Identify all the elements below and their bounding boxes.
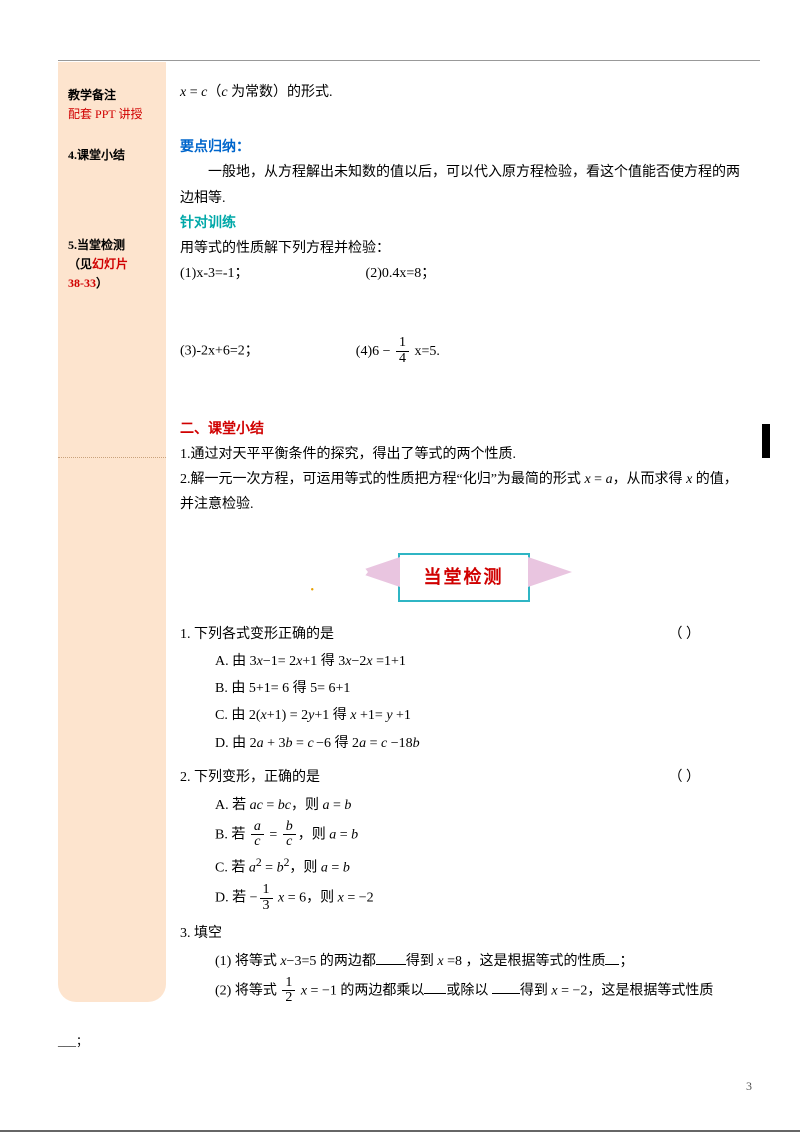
q3-p2: (2) 将等式 12 x = −1 的两边都乘以或除以 得到 x = −2，这是… (215, 976, 740, 1006)
practice-row1: (1)x-3=-1； (2)0.4x=8； (180, 261, 740, 286)
practice-q2: (2)0.4x=8； (366, 266, 436, 281)
main-content: x = c（c 为常数）的形式. 要点归纳： 一般地，从方程解出未知数的值以后，… (180, 80, 740, 1006)
q2-optC: C. 若 a2 = b2，则 a = b (215, 852, 740, 881)
practice-row2: (3)-2x+6=2； (4)6 − 14 x=5. (180, 336, 740, 366)
practice-q4: (4)6 − 14 x=5. (356, 344, 440, 359)
sidebar: 教学备注 配套 PPT 讲授 4.课堂小结 5.当堂检测 （见幻灯片 38-33… (58, 62, 166, 1002)
q2-optB: B. 若 ac = bc，则 a = b (215, 820, 740, 850)
practice-heading: 针对训练 (180, 211, 740, 236)
practice-q1: (1)x-3=-1； (180, 266, 249, 281)
banner-wrap: • 当堂检测 (180, 553, 740, 601)
practice-q3: (3)-2x+6=2； (180, 344, 259, 359)
summary-p2: 2.解一元一次方程，可运用等式的性质把方程“化归”为最简的形式 x = a，从而… (180, 467, 740, 517)
trailing-blank: ___； (58, 1032, 88, 1049)
keypoints-heading: 要点归纳： (180, 135, 740, 160)
q3-p1: (1) 将等式 x−3=5 的两边都得到 x =8 ，这是根据等式的性质； (215, 949, 740, 974)
banner-text: 当堂检测 (424, 567, 504, 587)
sidebar-title: 教学备注 (68, 86, 158, 105)
summary-p1: 1.通过对天平平衡条件的探究，得出了等式的两个性质. (180, 442, 740, 467)
q1-optD: D. 由 2a + 3b = c −6 得 2a = c −18b (215, 731, 740, 758)
q1-optC: C. 由 2(x+1) = 2y+1 得 x +1= y +1 (215, 703, 740, 728)
top-rule (58, 60, 760, 61)
keypoints-p1: 一般地，从方程解出未知数的值以后，可以代入原方程检验，看这个值能否使方程的两边相… (180, 160, 740, 210)
page: 教学备注 配套 PPT 讲授 4.课堂小结 5.当堂检测 （见幻灯片 38-33… (0, 0, 800, 1132)
practice-lead: 用等式的性质解下列方程并检验： (180, 236, 740, 261)
summary-heading: 二、课堂小结 (180, 417, 740, 442)
sidebar-dashline (58, 457, 166, 458)
page-edge-tab (762, 424, 770, 458)
q3-stem: 3. 填空 (180, 921, 740, 946)
quiz-q2: 2. 下列变形，正确的是（ ） A. 若 ac = bc，则 a = b B. … (180, 765, 740, 913)
q1-optA: A. 由 3x−1= 2x+1 得 3x−2x =1+1 (215, 649, 740, 674)
dot-icon: • (310, 585, 314, 596)
sidebar-item-4: 4.课堂小结 (68, 146, 158, 165)
sidebar-item-5: 5.当堂检测 （见幻灯片 38-33） (68, 236, 158, 294)
intro-line: x = c（c 为常数）的形式. (180, 80, 740, 105)
q2-optD: D. 若 −13 x = 6，则 x = −2 (215, 883, 740, 913)
sidebar-subtitle: 配套 PPT 讲授 (68, 105, 158, 124)
q1-optB: B. 由 5+1= 6 得 5= 6+1 (215, 676, 740, 701)
quiz-banner: 当堂检测 (398, 553, 530, 601)
q2-optA: A. 若 ac = bc，则 a = b (215, 793, 740, 818)
page-number: 3 (746, 1079, 752, 1094)
quiz-q1: 1. 下列各式变形正确的是（ ） A. 由 3x−1= 2x+1 得 3x−2x… (180, 622, 740, 758)
quiz-q3: 3. 填空 (1) 将等式 x−3=5 的两边都得到 x =8 ，这是根据等式的… (180, 921, 740, 1006)
